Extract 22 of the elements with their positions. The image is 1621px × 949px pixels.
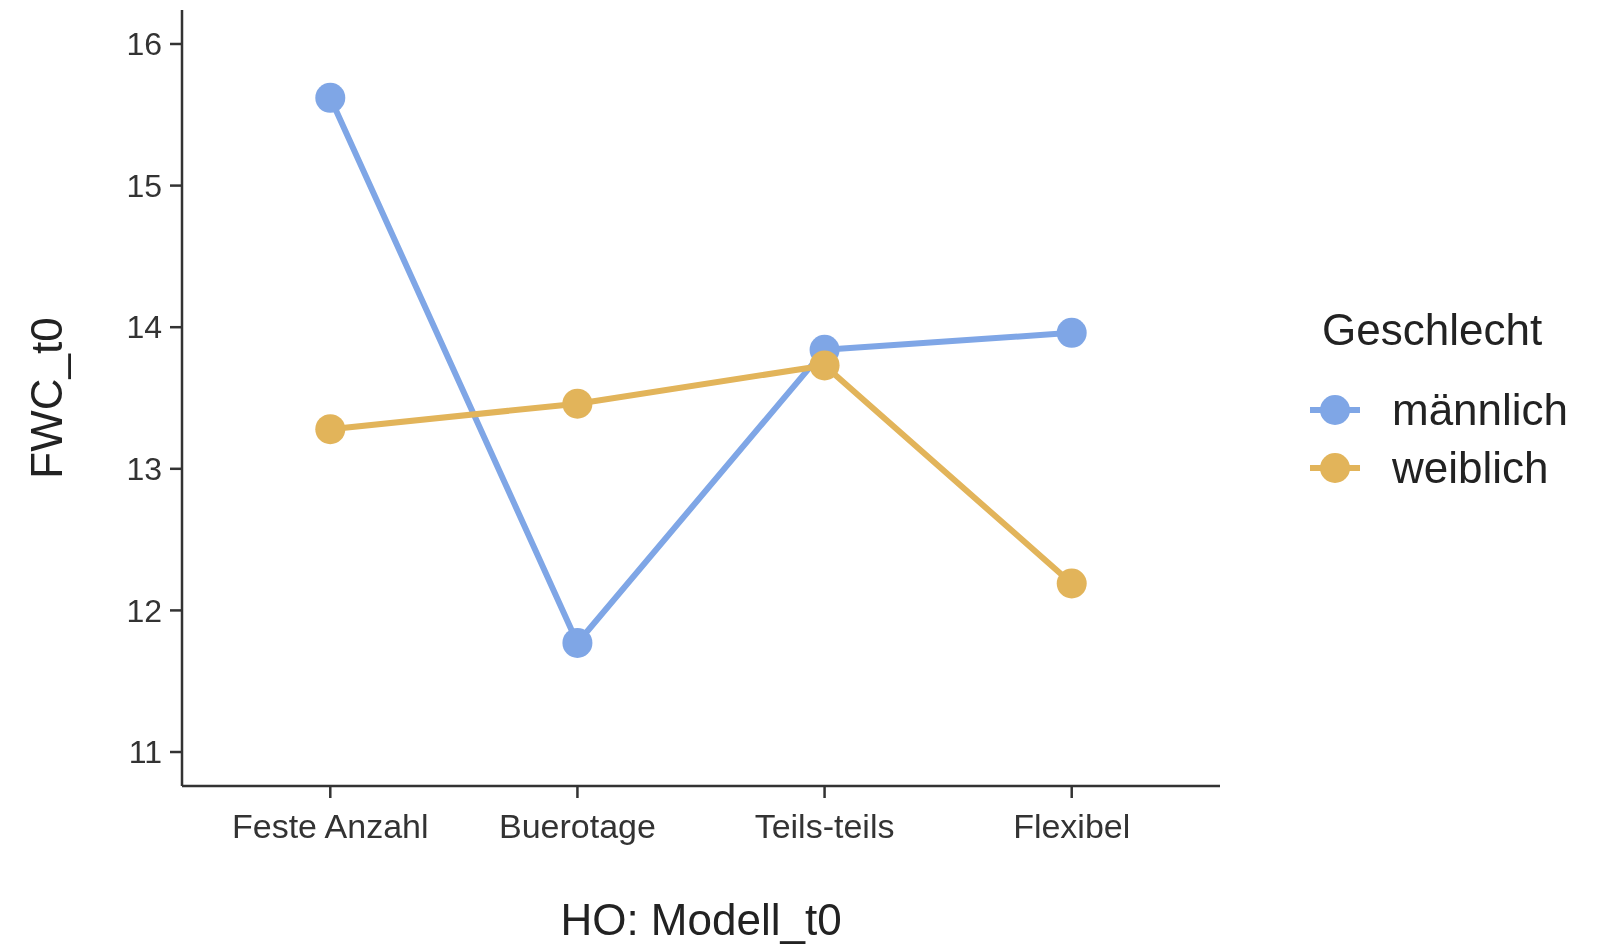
x-tick-label: Teils-teils	[754, 807, 895, 845]
legend-label: männlich	[1392, 385, 1569, 435]
y-tick-label: 16	[126, 26, 162, 63]
point	[562, 627, 593, 658]
y-tick-label: 13	[126, 451, 162, 487]
x-tick-label: Buerotage	[498, 807, 656, 845]
legend-title: Geschlecht	[1322, 305, 1543, 354]
x-axis-title: HO: Modell_t0	[560, 895, 842, 944]
y-tick-label: 15	[126, 167, 162, 204]
y-tick-label: 11	[128, 734, 162, 771]
point	[315, 82, 346, 113]
point	[562, 388, 593, 419]
y-tick-label: 12	[126, 592, 162, 629]
point	[809, 350, 840, 381]
x-tick-label: Flexibel	[1013, 807, 1131, 845]
point	[315, 414, 346, 445]
legend-label: weiblich	[1391, 443, 1549, 493]
y-tick-label: 14	[126, 309, 162, 346]
point	[1056, 317, 1087, 348]
x-tick-label: Feste Anzahl	[232, 807, 429, 845]
y-axis-title: FWC_t0	[22, 317, 71, 479]
point	[1056, 568, 1087, 599]
